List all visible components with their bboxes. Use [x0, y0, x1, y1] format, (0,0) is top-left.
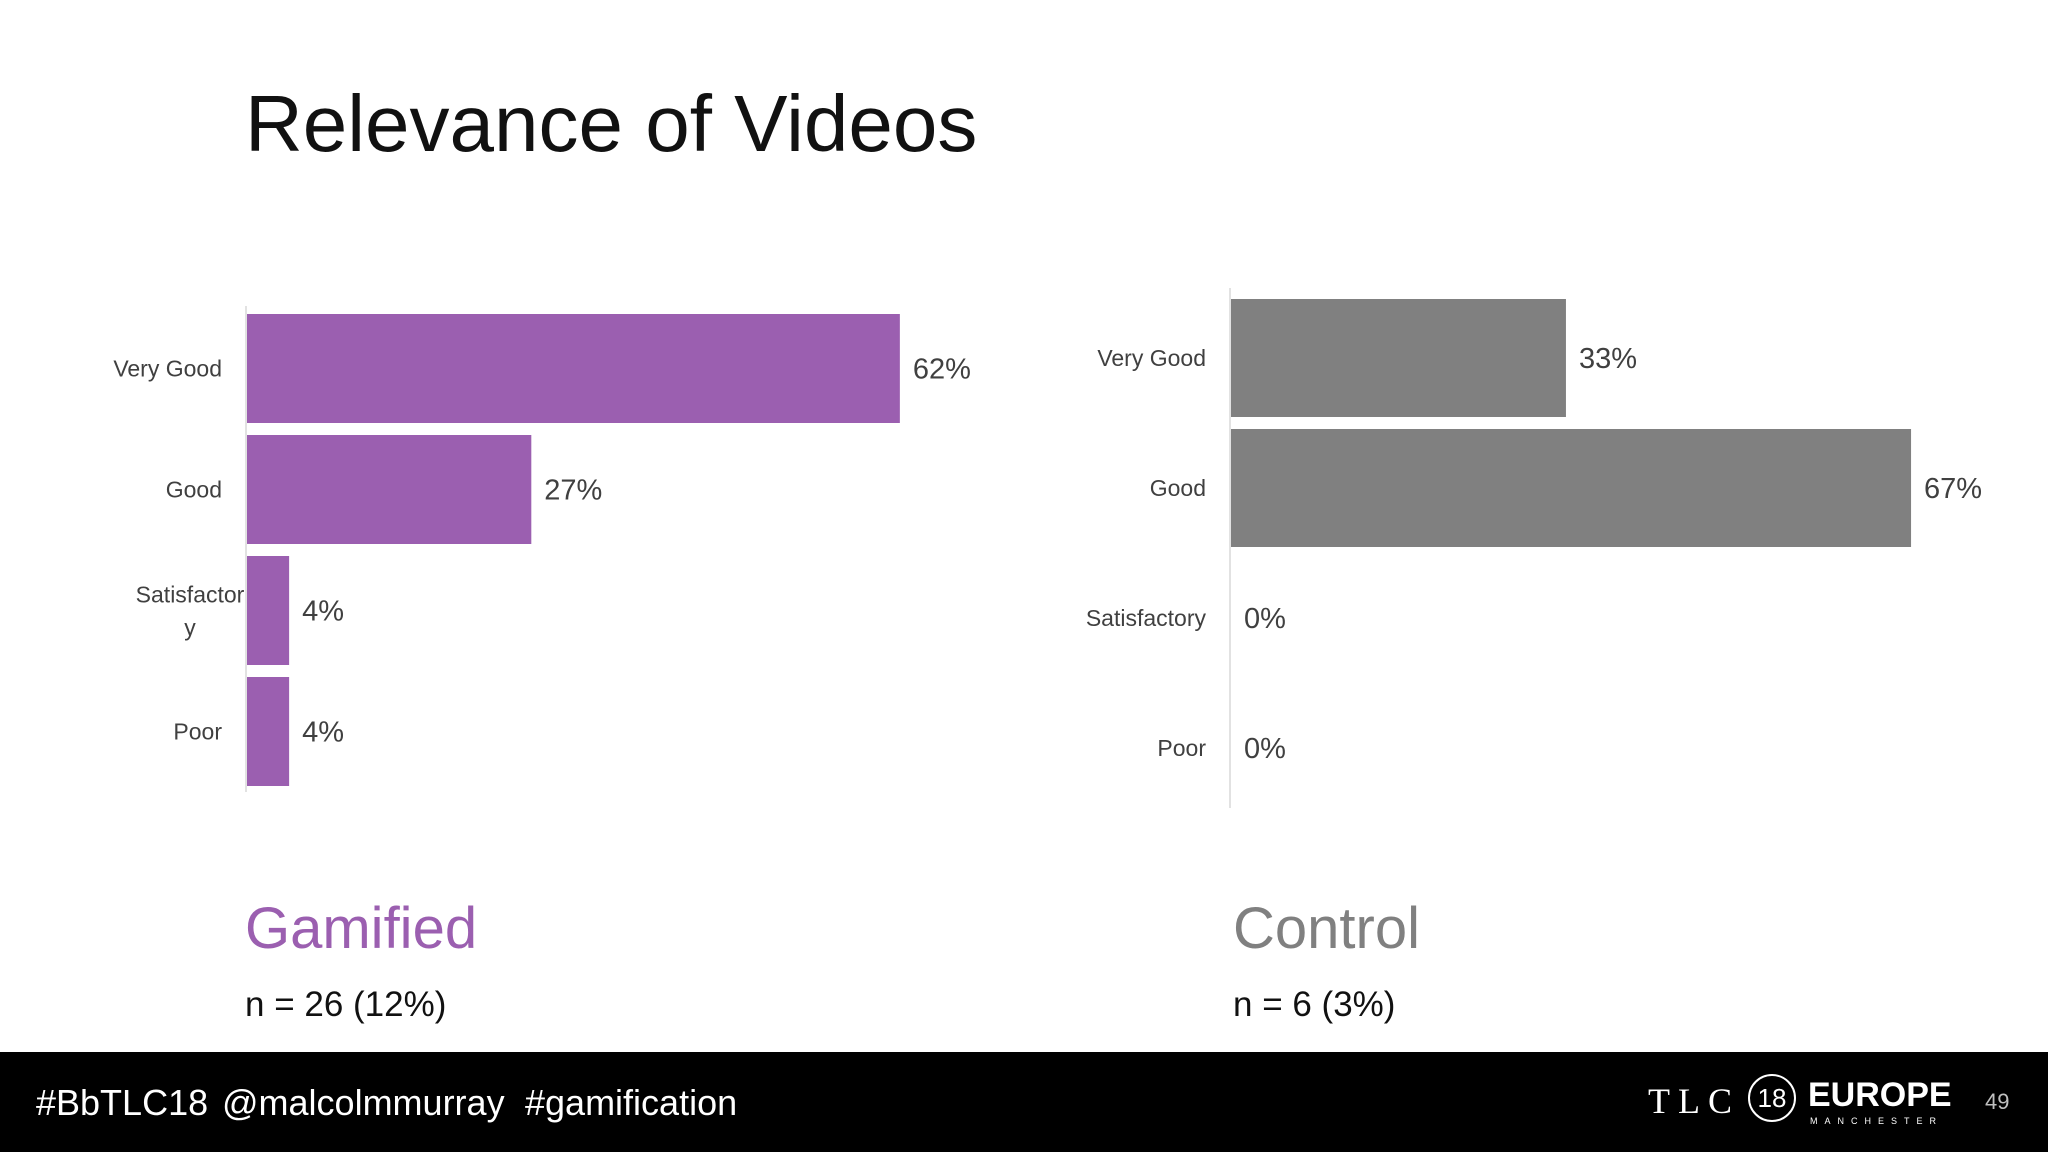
- twitter-handle[interactable]: @malcolmmurray: [222, 1082, 505, 1123]
- gamified-category-label: Poor: [173, 719, 222, 745]
- gamified-category-label: Good: [166, 477, 222, 503]
- gamified-value-label: 27%: [544, 475, 602, 507]
- control-group-name: Control: [1233, 896, 1420, 961]
- gamified-bar-poor: [247, 677, 290, 786]
- logo-year-circle: 18: [1748, 1074, 1796, 1122]
- gamified-value-label: 62%: [913, 354, 971, 386]
- gamified-category-label: Satisfactor y: [136, 582, 245, 641]
- gamified-bar-good: [247, 435, 532, 544]
- gamified-group-name: Gamified: [245, 896, 478, 961]
- page-number: 49: [1985, 1089, 2010, 1114]
- control-category-label: Poor: [1157, 735, 1206, 761]
- gamified-bar-verygood: [247, 314, 900, 423]
- logo-region-text: EUROPE: [1808, 1076, 1952, 1114]
- control-value-label: 0%: [1244, 733, 1286, 765]
- control-category-label: Good: [1150, 475, 1206, 501]
- control-sample-size: n = 6 (3%): [1233, 985, 1396, 1024]
- hashtag-bbtlc18[interactable]: #BbTLC18: [36, 1082, 209, 1123]
- logo-city-text: MANCHESTER: [1810, 1116, 1944, 1126]
- control-category-label: Very Good: [1097, 345, 1206, 371]
- control-value-label: 67%: [1924, 473, 1982, 505]
- logo-tlc-text: TLC: [1648, 1081, 1740, 1121]
- control-category-label: Satisfactory: [1086, 605, 1207, 631]
- hashtag-gamification[interactable]: #gamification: [525, 1082, 738, 1123]
- gamified-sample-size: n = 26 (12%): [245, 985, 447, 1024]
- footer-bar: #BbTLC18 @malcolmmurray #gamification TL…: [0, 1052, 2048, 1152]
- gamified-value-label: 4%: [302, 596, 344, 628]
- gamified-category-label: Very Good: [113, 356, 222, 382]
- gamified-value-label: 4%: [302, 717, 344, 749]
- control-bar-verygood: [1231, 299, 1566, 417]
- slide-title: Relevance of Videos: [245, 79, 978, 168]
- control-bar-good: [1231, 429, 1912, 547]
- control-value-label: 33%: [1579, 343, 1637, 375]
- gamified-bar-satisfactory: [247, 556, 290, 665]
- control-value-label: 0%: [1244, 603, 1286, 635]
